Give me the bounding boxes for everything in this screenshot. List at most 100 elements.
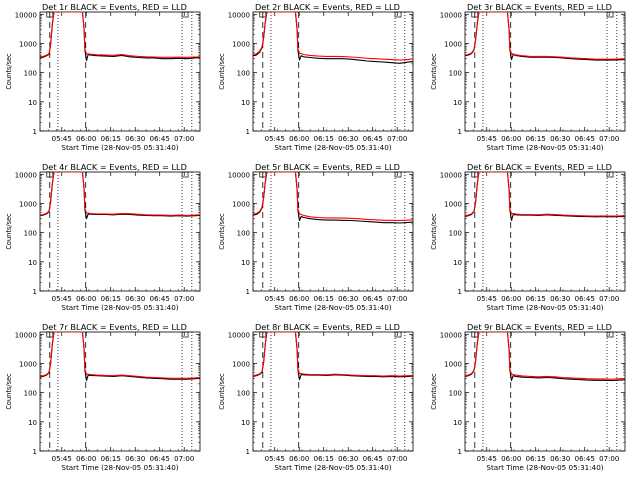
- y-tick-label: 100: [24, 70, 37, 78]
- start-flag-marker: [471, 171, 479, 178]
- y-tick-label: 10000: [440, 11, 462, 19]
- plot-frame: [252, 11, 414, 132]
- y-tick-label: 10000: [440, 171, 462, 179]
- series-line-black: [465, 172, 625, 222]
- start-flag-marker: [46, 11, 54, 18]
- y-tick-label: 10000: [228, 331, 250, 339]
- y-tick-label: 1: [458, 288, 462, 296]
- end-flag-marker: [606, 171, 614, 178]
- start-flag-marker: [471, 331, 479, 338]
- x-tick-label: 06:00: [501, 455, 521, 463]
- x-tick-label: 06:15: [314, 135, 334, 143]
- y-tick-label: 1: [33, 128, 37, 136]
- panel-title: Det 6r BLACK = Events, RED = LLD: [467, 162, 612, 172]
- plot-frame: [464, 171, 626, 292]
- y-tick-label: 10000: [228, 171, 250, 179]
- x-tick-label: 06:30: [125, 295, 145, 303]
- series-group: [465, 12, 625, 61]
- y-tick-label: 100: [24, 390, 37, 398]
- y-tick-label: 10: [241, 419, 250, 427]
- series-line-red: [465, 172, 625, 217]
- y-tick-label: 100: [237, 230, 250, 238]
- plot-frame: [39, 171, 201, 292]
- x-tick-label: 06:00: [289, 455, 309, 463]
- x-tick-label: 06:15: [101, 295, 121, 303]
- series-line-black: [40, 172, 200, 220]
- y-tick-label: 1: [33, 448, 37, 456]
- series-group: [253, 172, 413, 224]
- x-tick-label: 05:45: [52, 295, 72, 303]
- plot-frame: [464, 331, 626, 452]
- panel-title: Det 3r BLACK = Events, RED = LLD: [467, 2, 612, 12]
- y-tick-label: 100: [237, 70, 250, 78]
- x-tick-label: 07:00: [387, 135, 407, 143]
- panel-title: Det 2r BLACK = Events, RED = LLD: [255, 2, 400, 12]
- y-tick-label: 10000: [15, 331, 37, 339]
- x-tick-label: 07:00: [387, 295, 407, 303]
- x-tick-label: 06:45: [150, 455, 170, 463]
- y-tick-label: 1000: [232, 360, 250, 368]
- y-tick-label: 10: [241, 259, 250, 267]
- x-axis-label: Start Time (28-Nov-05 05:31:40): [274, 303, 391, 312]
- x-tick-label: 06:15: [101, 135, 121, 143]
- x-tick-label: 07:00: [599, 455, 619, 463]
- series-line-red: [40, 172, 200, 216]
- y-tick-label: 1000: [232, 40, 250, 48]
- plot-frame: [39, 331, 201, 452]
- series-group: [253, 332, 413, 381]
- x-axis-label: Start Time (28-Nov-05 05:31:40): [274, 463, 391, 472]
- x-tick-label: 06:15: [314, 455, 334, 463]
- panel-title: Det 4r BLACK = Events, RED = LLD: [42, 162, 187, 172]
- detector-panel-2: Det 2r BLACK = Events, RED = LLD 1 10 100 10…: [218, 2, 414, 152]
- series-group: [465, 332, 625, 382]
- y-tick-label: 10: [241, 99, 250, 107]
- x-tick-label: 07:00: [174, 455, 194, 463]
- x-tick-label: 06:00: [289, 295, 309, 303]
- x-axis-label: Start Time (28-Nov-05 05:31:40): [61, 303, 178, 312]
- x-tick-label: 07:00: [174, 295, 194, 303]
- detector-panel-6: Det 6r BLACK = Events, RED = LLD 1 10 100 10…: [430, 162, 626, 312]
- x-tick-label: 05:45: [265, 455, 285, 463]
- y-tick-label: 10: [28, 99, 37, 107]
- series-line-black: [253, 12, 413, 64]
- x-tick-label: 06:15: [526, 135, 546, 143]
- series-line-red: [465, 12, 625, 60]
- x-tick-label: 06:45: [150, 135, 170, 143]
- x-tick-label: 06:30: [338, 135, 358, 143]
- series-group: [40, 172, 200, 220]
- x-tick-label: 06:30: [125, 455, 145, 463]
- detector-panel-3: Det 3r BLACK = Events, RED = LLD 1 10 100 10…: [430, 2, 626, 152]
- x-tick-label: 06:30: [550, 455, 570, 463]
- end-flag-marker: [181, 331, 189, 338]
- series-group: [40, 12, 200, 62]
- series-line-red: [253, 172, 413, 222]
- y-tick-label: 1000: [232, 200, 250, 208]
- series-line-black: [253, 332, 413, 381]
- series-line-black: [40, 332, 200, 382]
- series-line-black: [40, 12, 200, 62]
- y-tick-label: 10000: [15, 11, 37, 19]
- series-line-black: [465, 12, 625, 61]
- x-tick-label: 06:30: [338, 455, 358, 463]
- x-axis-label: Start Time (28-Nov-05 05:31:40): [61, 143, 178, 152]
- series-line-black: [465, 332, 625, 382]
- y-axis-label: Counts/sec: [218, 53, 226, 90]
- y-axis-label: Counts/sec: [5, 53, 13, 90]
- series-line-black: [253, 172, 413, 224]
- x-axis-label: Start Time (28-Nov-05 05:31:40): [486, 463, 603, 472]
- end-flag-marker: [606, 11, 614, 18]
- x-tick-label: 05:45: [52, 135, 72, 143]
- y-tick-label: 100: [24, 230, 37, 238]
- y-axis-label: Counts/sec: [430, 213, 438, 250]
- y-tick-label: 10000: [228, 11, 250, 19]
- x-tick-label: 06:45: [363, 135, 383, 143]
- start-flag-marker: [259, 331, 267, 338]
- start-flag-marker: [46, 331, 54, 338]
- y-axis-label: Counts/sec: [430, 53, 438, 90]
- series-group: [40, 332, 200, 382]
- y-tick-label: 1: [246, 288, 250, 296]
- x-tick-label: 06:45: [363, 295, 383, 303]
- y-tick-label: 100: [237, 390, 250, 398]
- y-tick-label: 1: [246, 128, 250, 136]
